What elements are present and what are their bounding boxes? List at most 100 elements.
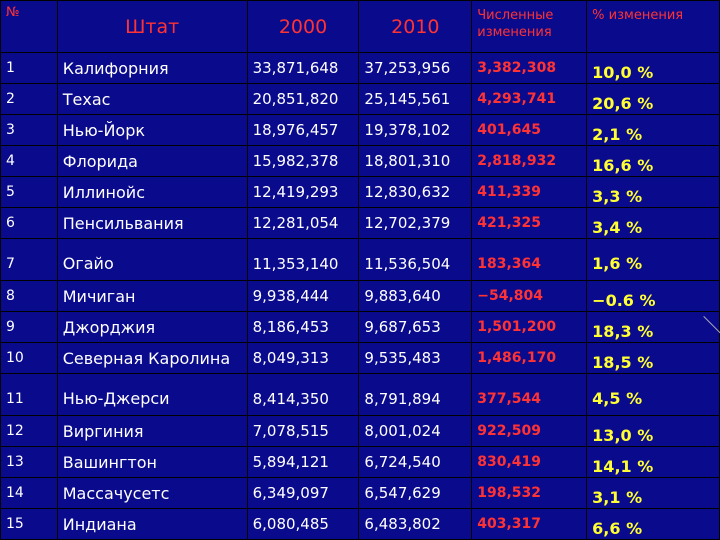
header-number: №: [0, 0, 58, 53]
table-row: 9 Джорджия 8,186,453 9,687,653 1,501,200 18,3…: [0, 311, 720, 343]
row-percent: 6,6 %: [586, 508, 720, 540]
row-percent: 3,1 %: [586, 477, 720, 509]
row-pop-2010: 9,535,483: [358, 342, 473, 374]
row-pop-2010: 19,378,102: [358, 114, 473, 146]
row-change: 377,544: [471, 373, 588, 416]
row-change: 183,364: [471, 238, 588, 281]
row-pop-2010: 11,536,504: [358, 238, 473, 281]
row-pop-2010: 8,001,024: [358, 415, 473, 447]
row-number: 7: [0, 238, 58, 281]
row-change: 2,818,932: [471, 145, 588, 177]
row-state: Индиана: [56, 508, 248, 540]
row-state: Вашингтон: [56, 446, 248, 478]
row-state: Нью-Джерси: [56, 373, 248, 416]
row-pop-2000: 20,851,820: [246, 83, 360, 115]
row-number: 10: [0, 342, 58, 374]
header-2000: 2000: [246, 0, 360, 53]
row-state: Флорида: [56, 145, 248, 177]
row-percent: 10,0 %: [586, 52, 720, 84]
row-number: 4: [0, 145, 58, 177]
row-state: Огайо: [56, 238, 248, 281]
row-percent: 18,3 %: [586, 311, 720, 343]
row-state: Нью-Йорк: [56, 114, 248, 146]
row-change: 421,325: [471, 207, 588, 239]
row-pop-2000: 8,049,313: [246, 342, 360, 374]
row-change: 1,486,170: [471, 342, 588, 374]
row-pop-2000: 7,078,515: [246, 415, 360, 447]
row-pop-2010: 18,801,310: [358, 145, 473, 177]
row-change: 4,293,741: [471, 83, 588, 115]
row-change: 922,509: [471, 415, 588, 447]
table-row: 12 Виргиния 7,078,515 8,001,024 922,509 13,0 …: [0, 415, 720, 447]
table-body: 1 Калифорния 33,871,648 37,253,956 3,382,308…: [0, 52, 720, 540]
row-percent: 20,6 %: [586, 83, 720, 115]
header-percent: % изменения: [586, 0, 720, 53]
header-2010: 2010: [358, 0, 473, 53]
row-state: Техас: [56, 83, 248, 115]
row-percent: 3,3 %: [586, 176, 720, 208]
row-percent: 1,6 %: [586, 238, 720, 281]
row-state: Калифорния: [56, 52, 248, 84]
row-state: Северная Каролина: [56, 342, 248, 374]
row-pop-2000: 6,080,485: [246, 508, 360, 540]
row-percent: −0.6 %: [586, 280, 720, 312]
row-pop-2010: 9,687,653: [358, 311, 473, 343]
header-change: Численные изменения: [471, 0, 588, 53]
row-change: 411,339: [471, 176, 588, 208]
header-percent-text: % изменения: [592, 8, 684, 23]
row-number: 6: [0, 207, 58, 239]
row-change: 3,382,308: [471, 52, 588, 84]
row-percent: 3,4 %: [586, 207, 720, 239]
row-state: Мичиган: [56, 280, 248, 312]
header-row: № Штат 2000 2010 Численные изменения % и…: [0, 0, 720, 53]
row-number: 9: [0, 311, 58, 343]
table-row: 5 Иллинойс 12,419,293 12,830,632 411,339 3,3 …: [0, 176, 720, 208]
row-pop-2000: 8,414,350: [246, 373, 360, 416]
row-pop-2010: 12,830,632: [358, 176, 473, 208]
row-percent: 4,5 %: [586, 373, 720, 416]
row-pop-2000: 12,281,054: [246, 207, 360, 239]
table-row: 3 Нью-Йорк 18,976,457 19,378,102 401,645 2,1 …: [0, 114, 720, 146]
row-number: 1: [0, 52, 58, 84]
row-pop-2000: 18,976,457: [246, 114, 360, 146]
row-state: Виргиния: [56, 415, 248, 447]
header-change-text: Численные изменения: [477, 8, 554, 40]
row-pop-2010: 6,724,540: [358, 446, 473, 478]
row-number: 15: [0, 508, 58, 540]
table-row: 14 Массачусетс 6,349,097 6,547,629 198,532 3,…: [0, 477, 720, 509]
row-pop-2010: 6,483,802: [358, 508, 473, 540]
row-pop-2000: 6,349,097: [246, 477, 360, 509]
row-percent: 18,5 %: [586, 342, 720, 374]
row-pop-2010: 9,883,640: [358, 280, 473, 312]
row-change: 401,645: [471, 114, 588, 146]
row-change: 1,501,200: [471, 311, 588, 343]
row-pop-2000: 11,353,140: [246, 238, 360, 281]
row-number: 13: [0, 446, 58, 478]
row-change: 198,532: [471, 477, 588, 509]
row-pop-2000: 33,871,648: [246, 52, 360, 84]
row-state: Иллинойс: [56, 176, 248, 208]
header-state: Штат: [56, 0, 248, 53]
table-row: 10 Северная Каролина 8,049,313 9,535,483 1,4…: [0, 342, 720, 374]
table-row: 15 Индиана 6,080,485 6,483,802 403,317 6,6 %: [0, 508, 720, 540]
row-percent: 13,0 %: [586, 415, 720, 447]
row-number: 3: [0, 114, 58, 146]
table-row: 4 Флорида 15,982,378 18,801,310 2,818,932 16,…: [0, 145, 720, 177]
row-percent: 2,1 %: [586, 114, 720, 146]
row-pop-2000: 9,938,444: [246, 280, 360, 312]
row-pop-2010: 37,253,956: [358, 52, 473, 84]
row-pop-2010: 8,791,894: [358, 373, 473, 416]
row-change: 403,317: [471, 508, 588, 540]
table-row: 13 Вашингтон 5,894,121 6,724,540 830,419 14,1…: [0, 446, 720, 478]
row-pop-2010: 25,145,561: [358, 83, 473, 115]
row-number: 11: [0, 373, 58, 416]
row-number: 14: [0, 477, 58, 509]
row-pop-2010: 6,547,629: [358, 477, 473, 509]
row-pop-2000: 5,894,121: [246, 446, 360, 478]
table-row: 6 Пенсильвания 12,281,054 12,702,379 421,325…: [0, 207, 720, 239]
table-row: 1 Калифорния 33,871,648 37,253,956 3,382,308…: [0, 52, 720, 84]
table-row: 11 Нью-Джерси 8,414,350 8,791,894 377,544 4,5…: [0, 373, 720, 416]
row-pop-2000: 15,982,378: [246, 145, 360, 177]
